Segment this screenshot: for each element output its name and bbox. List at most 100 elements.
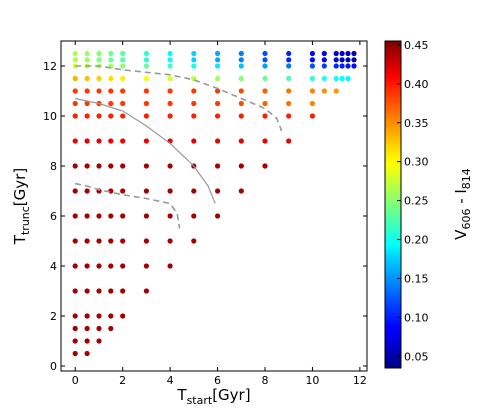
scatter-point-130 — [309, 75, 315, 82]
scatter-point-160 — [191, 57, 197, 63]
scatter-point-157 — [120, 57, 126, 63]
scatter-point-105 — [96, 88, 102, 94]
scatter-point-175 — [120, 50, 126, 57]
scatter-point-10 — [84, 313, 90, 319]
scatter-point-53 — [238, 188, 244, 194]
scatter-point-183 — [309, 50, 315, 57]
scatter-point-39 — [120, 213, 126, 219]
scatter-point-40 — [143, 213, 149, 219]
scatter-point-154 — [84, 57, 90, 63]
scatter-point-24 — [120, 263, 126, 269]
scatter-point-62 — [215, 163, 221, 169]
scatter-point-72 — [191, 138, 197, 144]
colorbar-tick-label: 0.45 — [404, 39, 429, 52]
scatter-point-166 — [321, 57, 327, 63]
colorbar-tick-label: 0.05 — [404, 350, 429, 363]
scatter-point-187 — [345, 50, 351, 57]
scatter-point-8 — [108, 325, 114, 332]
contour-lines — [75, 65, 283, 229]
contour-line-1 — [75, 97, 216, 204]
contour-line-2 — [75, 65, 283, 132]
scatter-point-2 — [72, 338, 78, 344]
scatter-point-153 — [72, 57, 78, 63]
scatter-point-7 — [96, 325, 102, 332]
scatter-point-118 — [72, 75, 78, 82]
scatter-point-102 — [309, 100, 315, 107]
scatter-point-16 — [96, 288, 102, 294]
scatter-point-127 — [238, 75, 244, 82]
scatter-point-75 — [262, 138, 268, 144]
scatter-point-126 — [215, 75, 221, 82]
scatter-point-111 — [215, 88, 221, 94]
scatter-point-97 — [191, 100, 197, 107]
scatter-point-149 — [333, 63, 339, 69]
scatter-point-13 — [120, 313, 126, 319]
x-tick-label: 0 — [72, 374, 79, 387]
scatter-point-49 — [143, 188, 149, 194]
scatter-point-129 — [286, 75, 292, 82]
scatter-point-58 — [120, 163, 126, 169]
scatter-point-4 — [96, 338, 102, 344]
scatter-point-70 — [143, 138, 149, 144]
scatter-point-67 — [96, 138, 102, 144]
scatter-point-57 — [108, 163, 114, 169]
scatter-point-54 — [72, 163, 78, 169]
scatter-point-30 — [108, 238, 114, 244]
scatter-point-134 — [345, 75, 351, 82]
scatter-point-22 — [96, 263, 102, 269]
scatter-point-139 — [120, 63, 126, 69]
scatter-point-68 — [108, 138, 114, 144]
scatter-points — [72, 50, 357, 357]
plot-frame — [60, 40, 368, 372]
scatter-point-163 — [262, 57, 268, 63]
contour-line-0 — [75, 182, 181, 229]
scatter-point-145 — [262, 63, 268, 69]
x-axis-label: Tstart[Gyr] — [176, 386, 250, 407]
scatter-point-155 — [96, 57, 102, 63]
scatter-point-109 — [167, 88, 173, 94]
scatter-point-177 — [167, 50, 173, 57]
scatter-point-156 — [108, 57, 114, 63]
scatter-point-31 — [120, 238, 126, 244]
scatter-point-103 — [72, 88, 78, 94]
scatter-point-87 — [262, 113, 268, 119]
scatter-point-132 — [333, 75, 339, 82]
scatter-point-41 — [167, 213, 173, 219]
scatter-point-142 — [191, 63, 197, 69]
scatter-point-65 — [72, 138, 78, 144]
scatter-point-182 — [286, 50, 292, 57]
scatter-point-159 — [167, 57, 173, 63]
scatter-point-143 — [215, 63, 221, 69]
colorbar-tick-label: 0.10 — [404, 311, 429, 324]
scatter-point-122 — [120, 75, 126, 82]
scatter-point-131 — [321, 75, 327, 82]
scatter-point-64 — [262, 163, 268, 169]
scatter-point-179 — [215, 50, 221, 57]
x-tick-label: 8 — [262, 374, 269, 387]
scatter-point-29 — [96, 238, 102, 244]
scatter-point-184 — [321, 50, 327, 57]
scatter-point-147 — [309, 63, 315, 69]
scatter-point-113 — [262, 88, 268, 94]
scatter-point-23 — [108, 263, 114, 269]
scatter-point-47 — [108, 188, 114, 194]
scatter-point-93 — [108, 100, 114, 107]
colorbar-tick-label: 0.25 — [404, 195, 429, 208]
scatter-point-74 — [238, 138, 244, 144]
x-tick-label: 10 — [305, 374, 319, 387]
scatter-point-6 — [84, 325, 90, 332]
scatter-point-77 — [72, 113, 78, 119]
scatter-point-20 — [72, 263, 78, 269]
scatter-point-80 — [108, 113, 114, 119]
colorbar-label: V606 - I814 — [452, 168, 473, 240]
scatter-point-99 — [238, 100, 244, 107]
scatter-point-115 — [309, 88, 315, 94]
scatter-point-96 — [167, 100, 173, 107]
scatter-point-0 — [72, 350, 78, 357]
y-tick-label: 0 — [50, 360, 57, 373]
scatter-point-28 — [84, 238, 90, 244]
scatter-point-55 — [84, 163, 90, 169]
scatter-point-171 — [72, 50, 78, 57]
colorbar-ticks: 0.05 0.10 0.15 0.20 0.25 0.30 0.35 0.40 0.45 — [397, 39, 429, 363]
